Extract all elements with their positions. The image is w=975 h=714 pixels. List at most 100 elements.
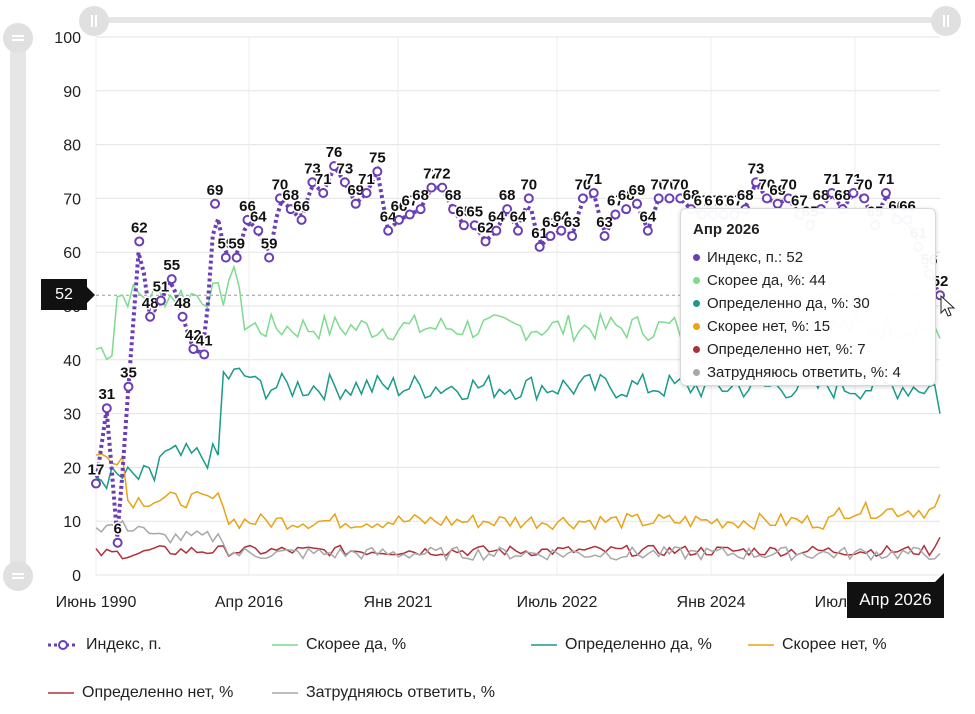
data-point <box>783 193 794 204</box>
data-point <box>231 252 242 263</box>
data-label: 69 <box>347 182 364 199</box>
tooltip-row-label: Определенно да, %: 30 <box>707 295 870 312</box>
crosshair-y-label: 52 <box>41 279 95 310</box>
data-label: 64 <box>488 209 505 226</box>
data-point <box>372 166 383 177</box>
legend-label: Скорее нет, % <box>782 636 887 653</box>
y-tick-label: 80 <box>63 138 81 155</box>
data-point <box>361 188 372 199</box>
tooltip: Апр 2026 Индекс, п.: 52 Скорее да, %: 44 О… <box>680 208 936 386</box>
tooltip-row: Скорее да, %: 44 <box>693 272 826 289</box>
legend-label: Определенно да, % <box>565 636 712 653</box>
data-point <box>761 193 772 204</box>
data-point <box>242 214 253 225</box>
data-point <box>188 344 199 355</box>
legend-item-rather-no[interactable]: Скорее нет, % <box>748 636 887 654</box>
data-label: 69 <box>629 182 646 199</box>
tooltip-row-label: Затрудняюсь ответить, %: 4 <box>707 364 901 381</box>
data-point <box>848 188 859 199</box>
data-label: 67 <box>607 193 624 210</box>
legend-label: Определенно нет, % <box>82 684 234 701</box>
data-point <box>426 182 437 193</box>
data-point <box>458 220 469 231</box>
y-tick-label: 60 <box>63 245 81 262</box>
tooltip-row: Определенно нет, %: 7 <box>693 341 866 358</box>
range-handle-left[interactable] <box>79 6 109 36</box>
x-tick-label: Июль 2022 <box>517 594 598 611</box>
data-label: 73 <box>337 160 354 177</box>
tooltip-row: Определенно да, %: 30 <box>693 295 870 312</box>
legend-item-rather-yes[interactable]: Скорее да, % <box>272 636 406 654</box>
line-icon <box>272 692 298 694</box>
data-label: 64 <box>510 209 527 226</box>
data-point <box>577 193 588 204</box>
legend-item-definitely-yes[interactable]: Определенно да, % <box>531 636 712 654</box>
data-point <box>112 537 123 548</box>
data-point <box>653 193 664 204</box>
series-color-dot <box>693 254 700 261</box>
data-point <box>523 193 534 204</box>
series-color-dot <box>693 323 700 330</box>
data-point <box>220 252 231 263</box>
data-label: 67 <box>401 193 418 210</box>
series-color-dot <box>693 346 700 353</box>
scroll-handle-bottom[interactable] <box>3 561 33 591</box>
data-label: 17 <box>88 462 105 479</box>
data-label: 61 <box>531 225 548 242</box>
data-point <box>513 225 523 236</box>
data-label: 6 <box>113 521 121 538</box>
y-tick-label: 90 <box>63 84 81 101</box>
data-label: 35 <box>120 365 137 382</box>
data-label: 66 <box>239 198 256 215</box>
data-point <box>664 193 675 204</box>
data-point <box>318 188 329 199</box>
series-color-dot <box>693 369 700 376</box>
data-point <box>480 236 491 247</box>
data-label: 68 <box>834 187 851 204</box>
series-line <box>95 367 941 491</box>
x-tick-label: Янв 2021 <box>364 594 433 611</box>
range-handle-right[interactable] <box>931 6 961 36</box>
vertical-scrollbar-track <box>10 24 26 580</box>
y-tick-label: 0 <box>72 568 81 585</box>
data-point <box>826 188 837 199</box>
data-label: 76 <box>326 144 343 161</box>
crosshair-x-label: Апр 2026 <box>847 573 944 618</box>
data-label: 59 <box>261 236 278 253</box>
data-label: 63 <box>564 214 581 231</box>
y-tick-label: 20 <box>63 460 81 477</box>
data-label: 73 <box>304 160 321 177</box>
data-point <box>285 204 296 215</box>
data-label: 65 <box>456 203 473 220</box>
data-label: 65 <box>466 203 483 220</box>
data-label: 69 <box>207 182 224 199</box>
data-point <box>534 241 545 252</box>
data-point <box>642 225 653 236</box>
y-tick-label: 70 <box>63 191 81 208</box>
data-point <box>329 161 340 172</box>
data-point <box>491 225 502 236</box>
data-label: 42 <box>185 327 202 344</box>
series-color-dot <box>693 277 700 284</box>
data-label: 67 <box>694 193 711 210</box>
tooltip-row-label: Определенно нет, %: 7 <box>707 341 866 358</box>
data-label: 64 <box>640 209 657 226</box>
legend-item-index[interactable]: Индекс, п. <box>48 636 162 654</box>
data-label: 72 <box>423 166 440 183</box>
x-tick-label: Янв 2024 <box>677 594 746 611</box>
data-point <box>307 177 318 188</box>
scroll-handle-top[interactable] <box>3 23 33 53</box>
y-tick-label: 100 <box>54 30 81 47</box>
data-label: 55 <box>163 257 180 274</box>
data-point <box>588 188 599 199</box>
data-label: 68 <box>282 187 299 204</box>
data-label: 68 <box>737 187 754 204</box>
data-label: 68 <box>445 187 462 204</box>
legend-label: Затрудняюсь ответить, % <box>306 684 495 701</box>
data-label: 70 <box>650 176 667 193</box>
data-point <box>393 214 404 225</box>
data-label: 64 <box>553 209 570 226</box>
legend-item-definitely-no[interactable]: Определенно нет, % <box>48 684 233 702</box>
legend-item-hard-to-say[interactable]: Затрудняюсь ответить, % <box>272 684 495 702</box>
